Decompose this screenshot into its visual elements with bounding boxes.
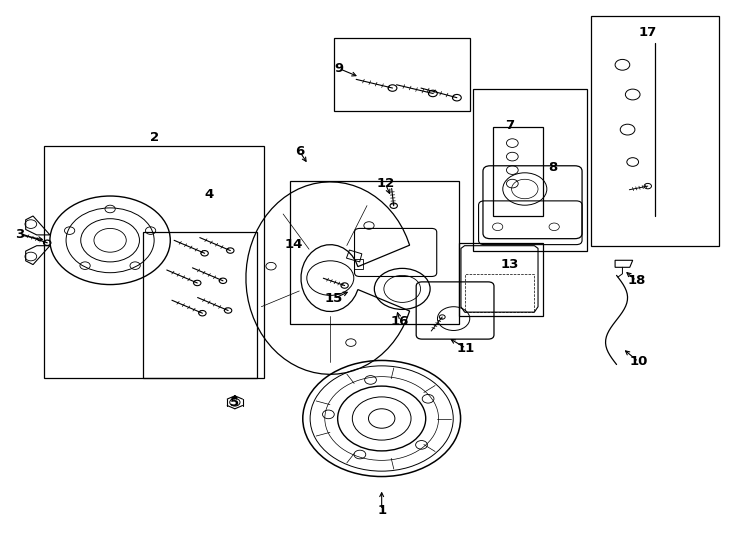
Bar bbox=[493, 127, 543, 216]
Text: 1: 1 bbox=[377, 504, 386, 517]
Text: 7: 7 bbox=[506, 119, 515, 132]
Text: 9: 9 bbox=[335, 62, 344, 75]
Bar bbox=[334, 38, 470, 111]
Text: 17: 17 bbox=[639, 26, 657, 39]
Text: 16: 16 bbox=[390, 315, 410, 328]
Text: 8: 8 bbox=[548, 161, 557, 174]
Text: 5: 5 bbox=[230, 396, 239, 409]
Text: 18: 18 bbox=[627, 274, 646, 287]
Text: 6: 6 bbox=[295, 145, 304, 158]
Text: 2: 2 bbox=[150, 131, 159, 144]
Text: 10: 10 bbox=[629, 355, 648, 368]
Text: 3: 3 bbox=[15, 228, 24, 241]
Bar bbox=[143, 232, 257, 378]
Bar bbox=[44, 146, 264, 378]
Text: 14: 14 bbox=[284, 238, 303, 251]
Bar bbox=[459, 243, 543, 316]
Text: 4: 4 bbox=[205, 188, 214, 201]
Text: 11: 11 bbox=[457, 342, 475, 355]
Bar bbox=[465, 274, 534, 312]
Bar bbox=[591, 16, 719, 246]
Text: 12: 12 bbox=[377, 177, 394, 190]
Bar bbox=[290, 181, 459, 324]
Bar bbox=[473, 89, 587, 251]
Text: 15: 15 bbox=[325, 292, 343, 305]
Text: 13: 13 bbox=[501, 258, 520, 271]
